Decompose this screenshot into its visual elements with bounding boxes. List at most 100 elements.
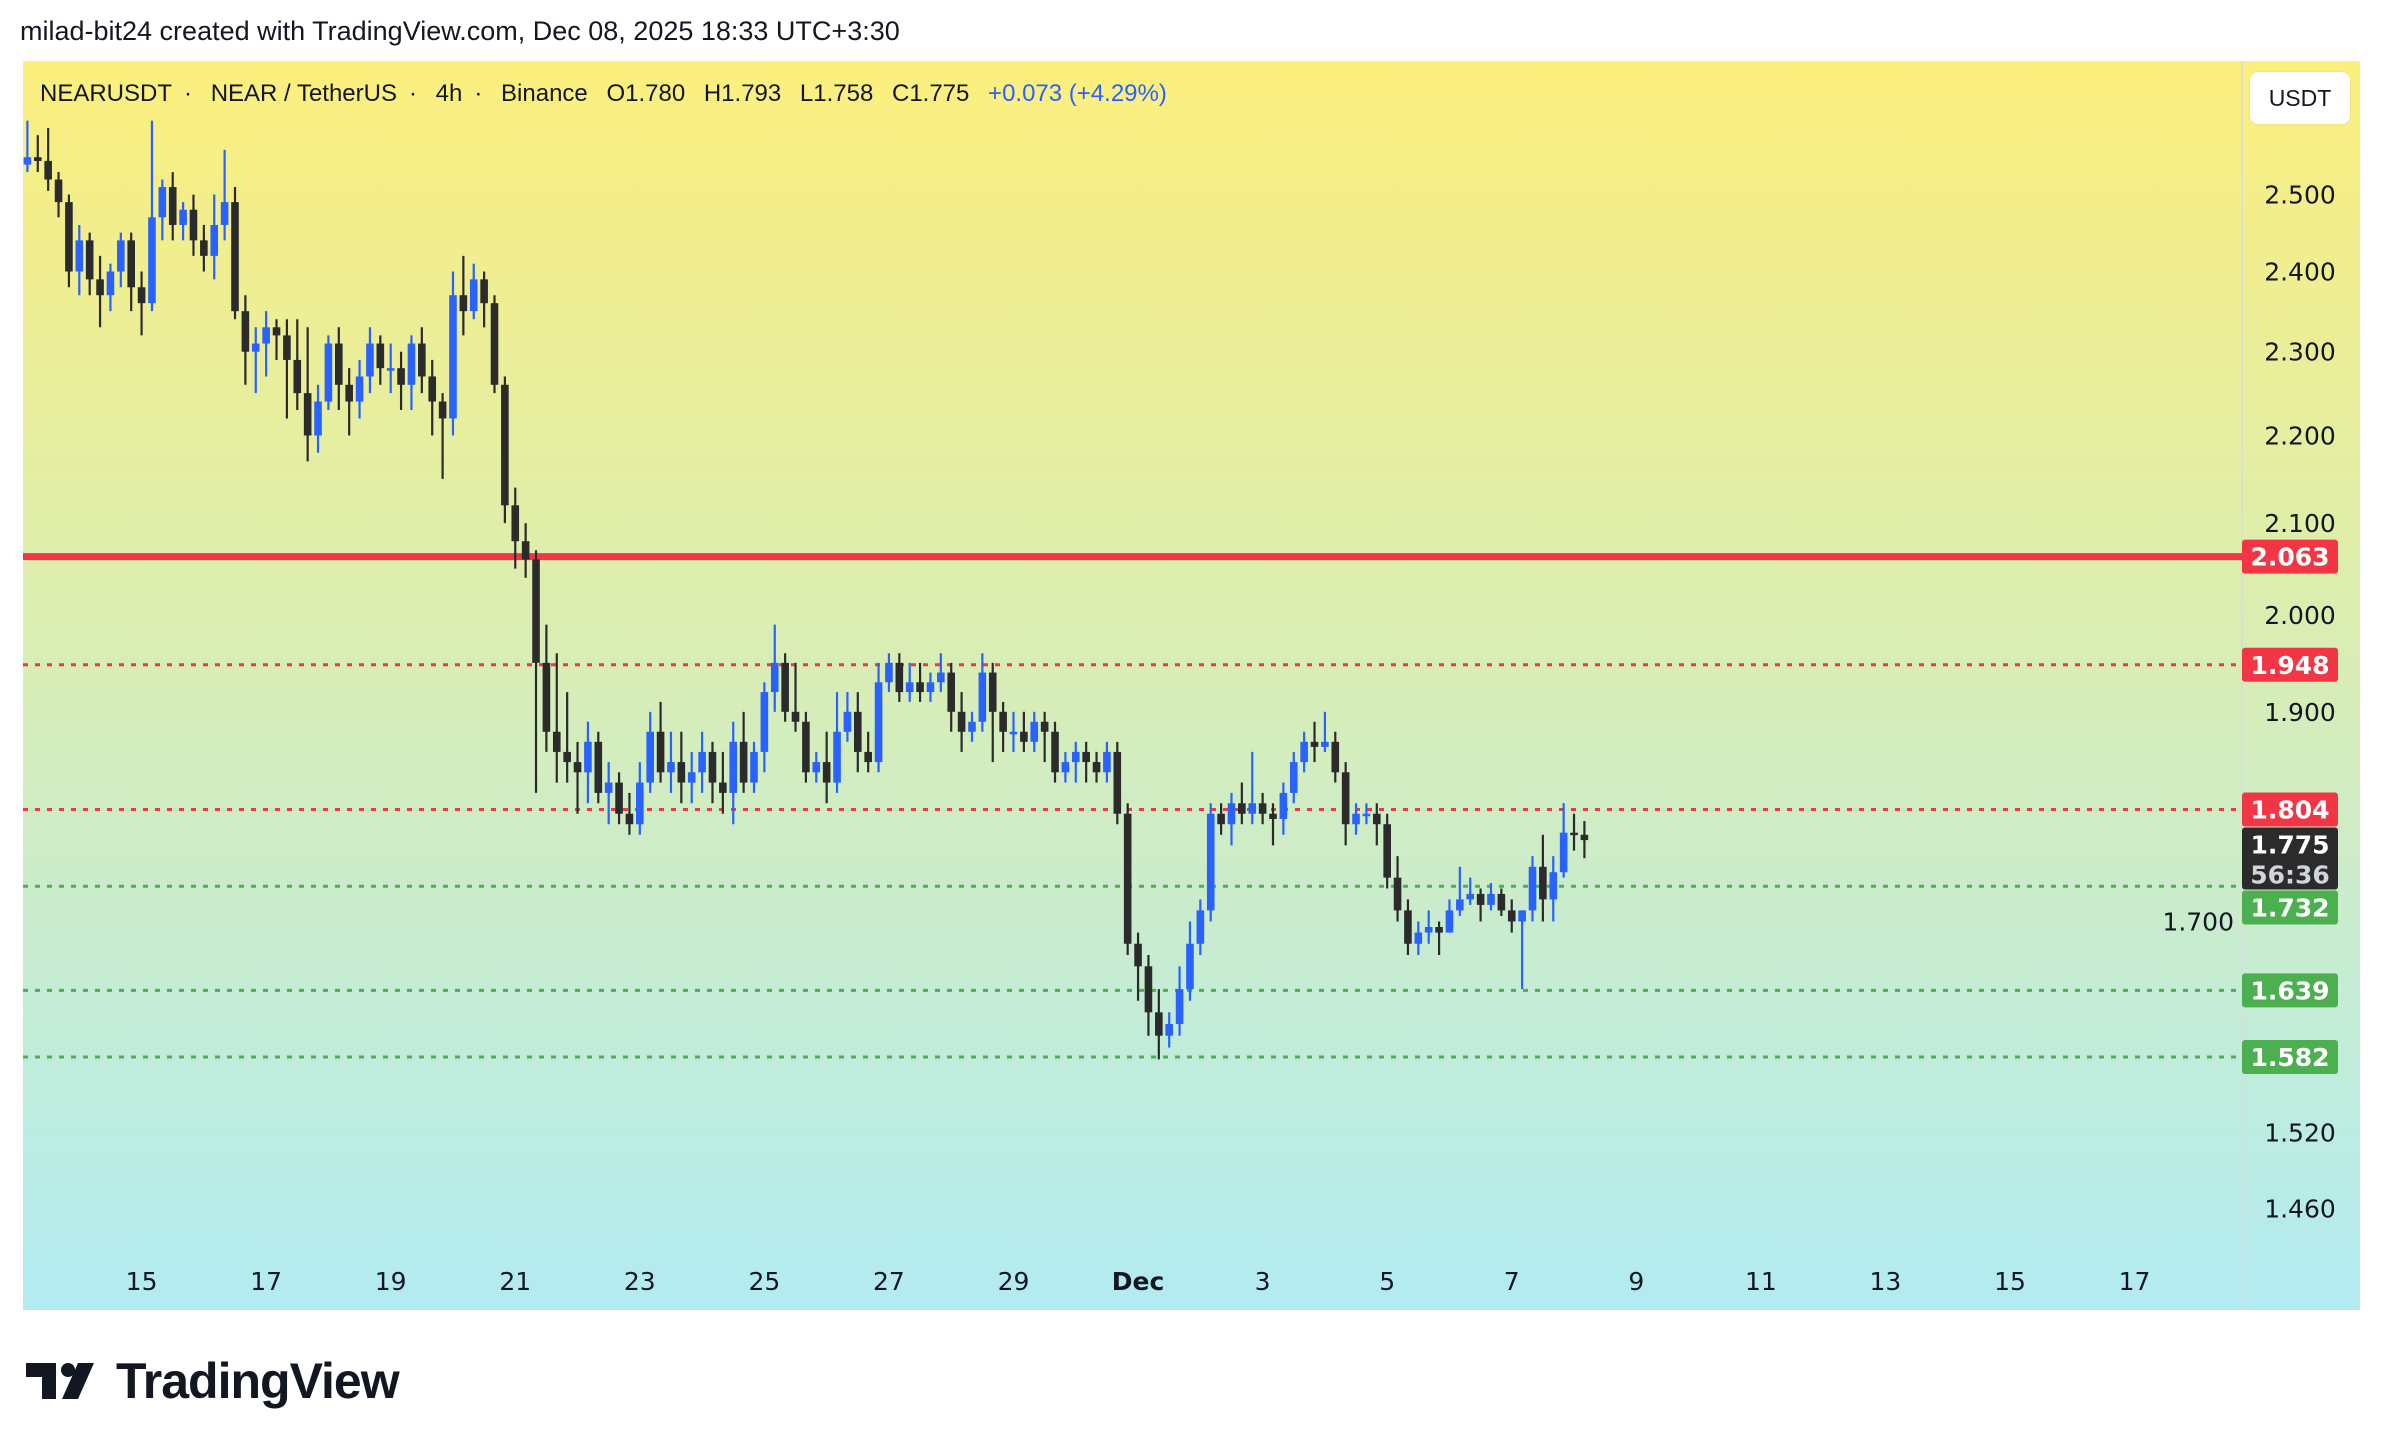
candle bbox=[1269, 803, 1277, 846]
candle-body bbox=[656, 731, 665, 773]
candle bbox=[1155, 989, 1163, 1060]
candle-body bbox=[1030, 721, 1039, 742]
separator: · bbox=[184, 80, 193, 107]
resistance-price-label: 2.063 bbox=[2242, 539, 2338, 574]
candle-body bbox=[1175, 989, 1184, 1024]
price-tick-label: 1.520 bbox=[2264, 1118, 2336, 1147]
separator: · bbox=[474, 80, 483, 107]
support-price-label: 1.582 bbox=[2242, 1040, 2338, 1075]
candle bbox=[864, 731, 872, 773]
tradingview-logo-icon bbox=[26, 1363, 94, 1399]
candle-body bbox=[1217, 813, 1225, 825]
candle-body bbox=[438, 401, 447, 419]
support-price-label-box bbox=[2242, 1040, 2338, 1075]
candle-body bbox=[1020, 731, 1028, 742]
time-tick-label: 13 bbox=[1870, 1267, 1902, 1296]
separator: · bbox=[408, 80, 417, 107]
candle bbox=[1217, 803, 1225, 835]
interval[interactable]: 4h bbox=[435, 80, 463, 107]
candle bbox=[117, 232, 125, 288]
candle bbox=[418, 327, 426, 394]
price-change: +0.073 (+4.29%) bbox=[988, 80, 1167, 107]
candle-body bbox=[75, 240, 84, 272]
price-axis[interactable]: 2.500 2.400 2.300 2.200 2.100 2.000 1.900 1.700… bbox=[2162, 181, 2335, 1224]
candle bbox=[324, 335, 333, 410]
support-price-label-text: 1.732 bbox=[2250, 894, 2329, 923]
resistance-price-label-text: 1.948 bbox=[2250, 651, 2329, 680]
candle-body bbox=[127, 240, 135, 288]
candle-body bbox=[729, 741, 738, 793]
candle bbox=[1424, 910, 1433, 944]
support-price-label-box bbox=[2242, 973, 2338, 1008]
candle bbox=[1030, 711, 1039, 752]
candle bbox=[303, 327, 312, 462]
candle bbox=[854, 692, 862, 773]
candle bbox=[885, 653, 893, 693]
resistance-price-label: 1.804 bbox=[2242, 792, 2338, 827]
candle-body bbox=[750, 751, 758, 783]
candle-body bbox=[1424, 927, 1433, 933]
candle-body bbox=[303, 393, 312, 436]
candle-body bbox=[386, 368, 395, 371]
candle-body bbox=[1071, 751, 1080, 763]
candle bbox=[739, 711, 748, 793]
candle bbox=[366, 327, 374, 394]
candle-body bbox=[812, 762, 821, 773]
candle-body bbox=[366, 343, 374, 377]
candle bbox=[1559, 803, 1568, 878]
candle bbox=[1113, 741, 1122, 825]
candle bbox=[947, 662, 956, 732]
resistance-price-label-text: 1.804 bbox=[2250, 796, 2329, 825]
candle-body bbox=[1082, 751, 1090, 763]
candle bbox=[210, 194, 219, 280]
candle bbox=[200, 224, 208, 272]
candle bbox=[262, 311, 270, 377]
candle bbox=[698, 731, 706, 793]
tradingview-logo[interactable]: TradingView bbox=[26, 1352, 400, 1410]
candle bbox=[1528, 856, 1537, 922]
candle bbox=[957, 692, 966, 752]
candle bbox=[802, 711, 810, 783]
price-tick-label: 2.100 bbox=[2264, 509, 2336, 538]
candle-body bbox=[1383, 824, 1391, 878]
currency-button[interactable]: USDT bbox=[2250, 72, 2350, 124]
candle-body bbox=[324, 343, 333, 402]
time-tick-label: 17 bbox=[250, 1267, 282, 1296]
candle bbox=[1289, 751, 1298, 804]
candle bbox=[926, 672, 935, 702]
candle-body bbox=[895, 662, 904, 693]
candle bbox=[355, 359, 364, 419]
candle-body bbox=[1123, 813, 1132, 944]
candle-body bbox=[708, 751, 717, 783]
price-tick-label: 1.900 bbox=[2264, 698, 2336, 727]
candle bbox=[148, 120, 156, 312]
price-tick-label: 2.000 bbox=[2264, 601, 2336, 630]
candle-body bbox=[937, 672, 945, 683]
candle-body bbox=[335, 343, 343, 385]
candle bbox=[1227, 792, 1236, 846]
candle bbox=[1020, 711, 1028, 752]
candle bbox=[604, 762, 613, 825]
time-tick-label: 9 bbox=[1628, 1267, 1644, 1296]
candle bbox=[179, 202, 187, 241]
candle-body bbox=[1300, 741, 1308, 763]
candle-body bbox=[231, 202, 239, 312]
candle bbox=[189, 194, 198, 256]
candle bbox=[521, 523, 530, 578]
candle bbox=[127, 232, 135, 312]
candle-body bbox=[210, 224, 219, 256]
candle-body bbox=[65, 202, 73, 272]
time-axis[interactable]: 15 17 19 21 23 25 27 29 Dec 3 5 7 9 11 13 15 17 bbox=[126, 1267, 2151, 1296]
candle bbox=[552, 653, 561, 783]
candle bbox=[833, 692, 841, 793]
candle bbox=[1321, 711, 1329, 752]
symbol[interactable]: NEARUSDT bbox=[40, 80, 173, 107]
candle-body bbox=[106, 271, 115, 296]
candle bbox=[843, 692, 852, 742]
candle-body bbox=[1331, 741, 1340, 773]
time-tick-label: 11 bbox=[1745, 1267, 1777, 1296]
candle bbox=[1082, 741, 1090, 783]
candle bbox=[85, 232, 94, 296]
candle-body bbox=[168, 187, 177, 225]
